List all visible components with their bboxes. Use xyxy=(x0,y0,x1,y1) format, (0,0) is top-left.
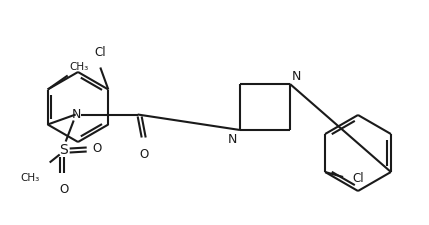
Text: N: N xyxy=(292,70,302,83)
Text: Cl: Cl xyxy=(94,46,106,59)
Text: N: N xyxy=(72,108,82,120)
Text: CH₃: CH₃ xyxy=(21,173,40,183)
Text: O: O xyxy=(92,141,101,154)
Text: O: O xyxy=(139,148,148,161)
Text: CH₃: CH₃ xyxy=(69,62,89,72)
Text: N: N xyxy=(228,132,237,145)
Text: Cl: Cl xyxy=(352,172,364,185)
Text: S: S xyxy=(59,143,68,157)
Text: O: O xyxy=(59,183,68,196)
